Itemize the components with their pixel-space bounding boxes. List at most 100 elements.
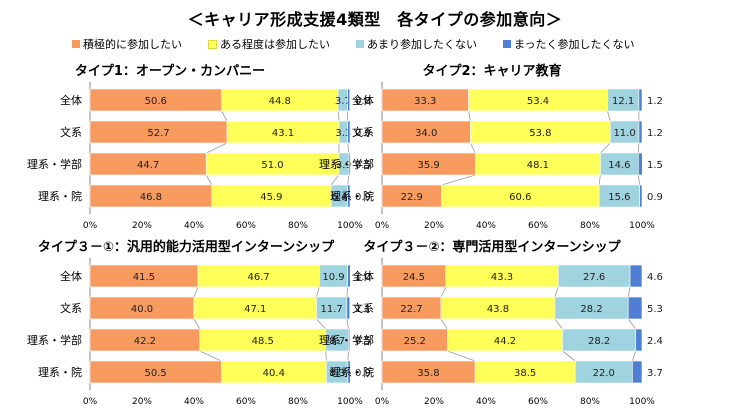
category-label: 理系・学部: [319, 157, 374, 171]
data-label-not-much: 10.9: [322, 272, 344, 283]
x-tick-label: 20%: [424, 397, 444, 407]
bar-segment-not-at-all: [347, 184, 351, 208]
series-connector-line: [440, 318, 448, 330]
data-label-strong: 50.6: [145, 96, 167, 107]
series-connector-line: [627, 286, 631, 298]
legend-item-strong: 積極的に参加したい: [72, 36, 182, 52]
data-label-strong: 35.9: [418, 160, 440, 171]
series-connector-line: [337, 110, 340, 122]
x-tick-label: 40%: [184, 397, 204, 407]
data-label-somewhat: 53.4: [527, 96, 549, 107]
series-connector-line: [330, 174, 340, 186]
series-connector-line: [637, 142, 640, 154]
category-label: 全体: [60, 269, 82, 283]
data-label-not-much: 8.7: [329, 336, 345, 347]
x-tick-label: 60%: [528, 221, 548, 231]
data-label-somewhat: 43.3: [491, 272, 513, 283]
data-label-not-much: 15.6: [608, 192, 630, 203]
bar-segment-not-at-all: [347, 360, 351, 384]
data-label-not-at-all: 0.9: [355, 128, 371, 139]
bar-segment-not-at-all: [627, 296, 643, 320]
data-label-somewhat: 51.0: [261, 160, 283, 171]
data-label-strong: 33.3: [414, 96, 436, 107]
category-label: 文系: [352, 125, 374, 139]
legend-label-not-much: あまり参加したくない: [367, 38, 477, 51]
bar-segment-not-at-all: [638, 88, 643, 112]
data-label-not-much: 27.6: [583, 272, 605, 283]
x-tick-label: 0%: [83, 397, 98, 407]
bar-segment-not-at-all: [347, 88, 351, 112]
panel-title-type3-2: タイプ３－②：専門活用型インターンシップ: [363, 240, 621, 255]
series-connector-line: [440, 286, 447, 298]
x-tick-label: 20%: [424, 221, 444, 231]
category-label: 全体: [352, 93, 374, 107]
data-label-not-much: 8.3: [329, 368, 345, 379]
data-label-not-at-all: 0.9: [355, 368, 371, 379]
data-label-not-at-all: 5.3: [647, 304, 663, 315]
x-tick-label: 100%: [629, 397, 655, 407]
series-connector-line: [554, 318, 563, 330]
series-connector-line: [607, 110, 611, 122]
series-connector-line: [470, 142, 476, 154]
category-label: 文系: [352, 301, 374, 315]
bar-segment-not-at-all: [348, 152, 351, 176]
x-tick-label: 60%: [528, 397, 548, 407]
x-tick-label: 80%: [288, 397, 308, 407]
data-label-not-much: 6.4: [331, 192, 347, 203]
series-connector-line: [468, 110, 471, 122]
data-label-not-at-all: 0.5: [355, 336, 371, 347]
series-connector-line: [325, 350, 327, 362]
series-connector-line: [199, 350, 222, 362]
data-label-somewhat: 44.2: [494, 336, 516, 347]
legend-swatch-not-much: [356, 40, 364, 48]
data-label-strong: 35.8: [417, 368, 439, 379]
x-tick-label: 40%: [184, 221, 204, 231]
data-label-strong: 22.9: [401, 192, 423, 203]
legend-item-not-much: あまり参加したくない: [356, 36, 477, 52]
data-label-not-at-all: 0.9: [647, 192, 663, 203]
category-label: 理系・学部: [319, 333, 374, 347]
data-label-not-much: 3.3: [335, 128, 351, 139]
legend-swatch-somewhat: [208, 39, 217, 49]
legend-item-somewhat: ある程度は参加したい: [208, 36, 330, 52]
data-label-not-much: 11.0: [613, 128, 635, 139]
bar-segment-not-at-all: [635, 328, 643, 352]
data-label-somewhat: 40.4: [263, 368, 285, 379]
category-label: 理系・院: [330, 189, 374, 203]
series-connector-line: [347, 142, 350, 154]
data-label-not-at-all: 1.0: [355, 272, 371, 283]
series-connector-line: [554, 286, 559, 298]
data-label-strong: 41.5: [133, 272, 155, 283]
legend-label-somewhat: ある程度は参加したい: [220, 38, 330, 51]
series-connector-line: [637, 174, 641, 186]
x-tick-label: 0%: [375, 397, 390, 407]
panel-type3-1: タイプ３－①：汎用的能力活用型インターンシップ 全体 41.5 46.7 10.9 1.…: [20, 236, 380, 407]
legend-swatch-strong: [72, 40, 80, 48]
series-connector-line: [632, 350, 637, 362]
chart-type1: 全体 50.6 44.8 3.7 0.8 文系 52.7 43.1 3.3 0.9 理系・学部 44.…: [27, 82, 371, 231]
chart-type3-1: 全体 41.5 46.7 10.9 1.0 文系 40.0 47.1 11.7 1.1 理系・学部 4…: [27, 258, 371, 407]
bar-segment-not-at-all: [347, 264, 351, 288]
series-connector-line: [193, 318, 201, 330]
legend-item-not-at-all: まったく参加したくない: [503, 36, 635, 52]
bar-segment-not-at-all: [632, 360, 643, 384]
series-connector-line: [221, 110, 228, 122]
x-tick-label: 100%: [337, 397, 363, 407]
bar-segment-not-at-all: [638, 152, 643, 176]
category-label: 全体: [60, 93, 82, 107]
data-label-somewhat: 48.5: [252, 336, 274, 347]
data-label-not-much: 3.9: [336, 160, 352, 171]
bar-segment-not-at-all: [639, 184, 643, 208]
series-connector-line: [447, 350, 476, 362]
x-tick-label: 40%: [476, 221, 496, 231]
data-label-not-much: 3.7: [335, 96, 351, 107]
data-label-not-much: 14.6: [608, 160, 630, 171]
data-label-not-much: 11.7: [321, 304, 343, 315]
data-label-strong: 44.7: [137, 160, 159, 171]
data-label-not-much: 12.1: [612, 96, 634, 107]
data-label-somewhat: 48.1: [527, 160, 549, 171]
series-connector-line: [346, 286, 349, 298]
data-label-not-at-all: 0.5: [355, 160, 371, 171]
data-label-strong: 22.7: [400, 304, 422, 315]
series-connector-line: [627, 318, 637, 330]
